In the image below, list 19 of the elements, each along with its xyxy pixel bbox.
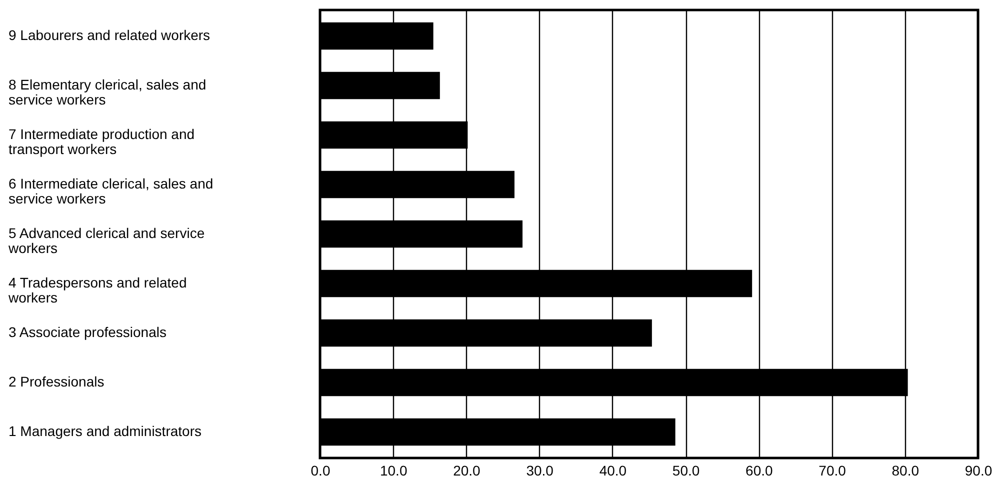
- x-tick-label: 0.0: [310, 462, 330, 478]
- y-tick-label: 3 Associate professionals: [8, 324, 166, 340]
- x-tick-label: 30.0: [526, 462, 554, 478]
- x-tick-label: 70.0: [818, 462, 846, 478]
- x-tick-label: 90.0: [964, 462, 992, 478]
- x-tick-label: 50.0: [672, 462, 700, 478]
- y-tick-label: 1 Managers and administrators: [8, 423, 202, 440]
- y-tick-label: 7 Intermediate production and transport workers: [8, 126, 195, 157]
- y-tick-label: 8 Elementary clerical, sales and service workers: [8, 76, 206, 108]
- y-tick-label: 4 Tradespersons and related workers: [8, 274, 187, 306]
- x-tick-label: 80.0: [892, 462, 920, 478]
- x-tick-label: 20.0: [453, 462, 481, 478]
- y-tick-label: 5 Advanced clerical and service workers: [8, 225, 205, 256]
- x-tick-label: 40.0: [599, 462, 627, 478]
- y-tick-label: 9 Labourers and related workers: [8, 26, 210, 43]
- x-tick-label: 60.0: [746, 462, 774, 478]
- x-tick-label: 10.0: [380, 462, 408, 478]
- y-tick-label: 2 Professionals: [8, 374, 104, 390]
- y-tick-label: 6 Intermediate clerical, sales and service workers: [8, 175, 214, 206]
